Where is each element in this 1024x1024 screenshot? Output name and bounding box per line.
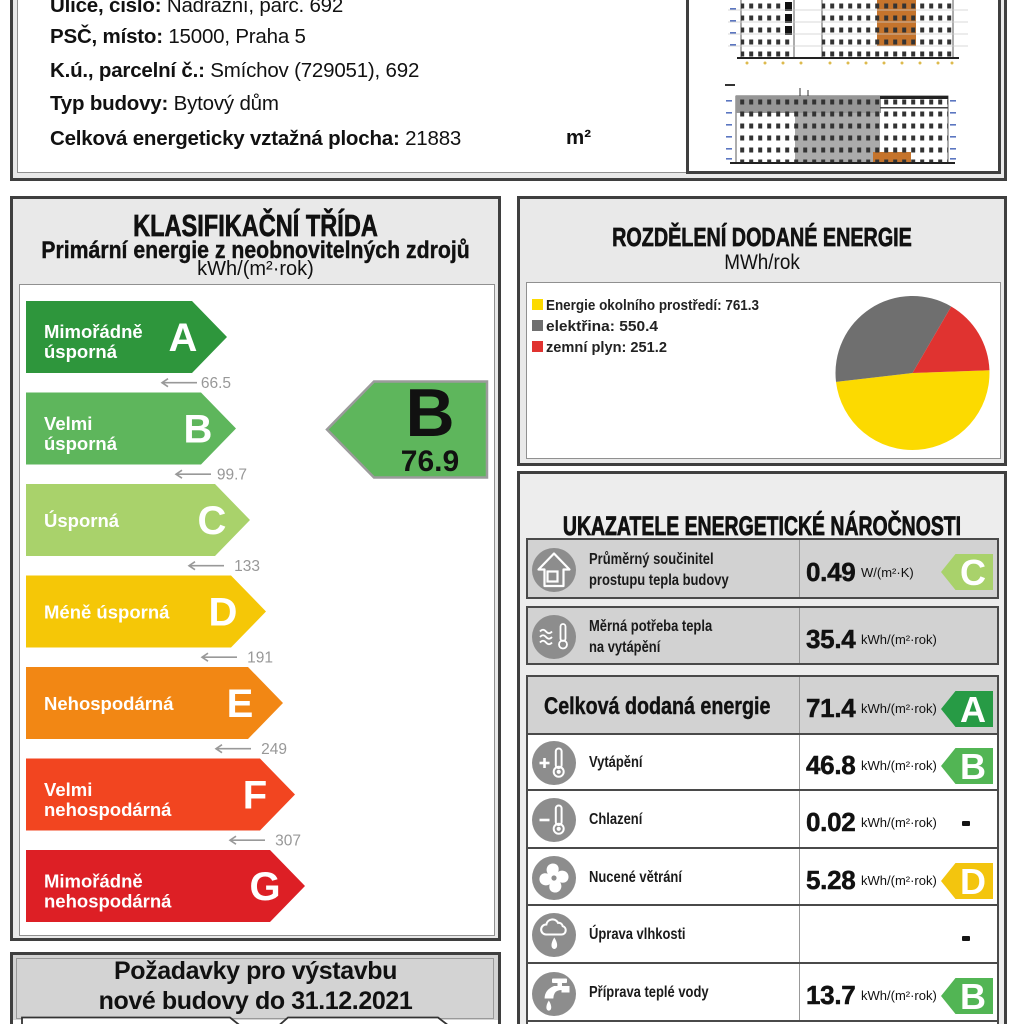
svg-text:A: A: [169, 316, 198, 360]
svg-text:B: B: [184, 408, 213, 452]
svg-text:133: 133: [234, 558, 260, 575]
svg-text:elektřina: 550.4: elektřina: 550.4: [546, 318, 659, 335]
svg-text:C: C: [960, 553, 986, 591]
svg-text:C: C: [198, 499, 227, 543]
svg-text:76.9: 76.9: [401, 445, 459, 478]
svg-text:99.7: 99.7: [217, 467, 247, 484]
svg-text:66.5: 66.5: [201, 375, 231, 392]
svg-text:úsporná: úsporná: [44, 433, 118, 454]
svg-text:Velmi: Velmi: [44, 413, 92, 434]
svg-text:A: A: [960, 690, 986, 728]
svg-text:D: D: [960, 862, 986, 900]
svg-text:Energie okolního prostředí: 76: Energie okolního prostředí: 761.3: [546, 297, 759, 314]
svg-text:Úsporná: Úsporná: [44, 510, 120, 531]
svg-text:191: 191: [247, 650, 273, 667]
svg-text:249: 249: [261, 741, 287, 758]
svg-text:Mimořádně: Mimořádně: [44, 321, 143, 342]
svg-text:B: B: [960, 747, 986, 785]
svg-text:G: G: [249, 865, 280, 909]
svg-text:Nehospodárná: Nehospodárná: [44, 693, 174, 714]
svg-text:nehospodárná: nehospodárná: [44, 891, 172, 912]
svg-text:D: D: [209, 591, 238, 635]
svg-text:Mimořádně: Mimořádně: [44, 871, 143, 892]
svg-text:E: E: [227, 682, 254, 726]
svg-text:úsporná: úsporná: [44, 341, 118, 362]
svg-text:B: B: [405, 375, 454, 451]
svg-text:307: 307: [275, 833, 301, 850]
svg-text:F: F: [243, 774, 267, 818]
svg-text:nehospodárná: nehospodárná: [44, 799, 172, 820]
svg-text:Velmi: Velmi: [44, 779, 92, 800]
svg-text:Méně úsporná: Méně úsporná: [44, 602, 170, 623]
svg-text:B: B: [960, 977, 986, 1015]
svg-text:zemní plyn: 251.2: zemní plyn: 251.2: [546, 339, 667, 356]
